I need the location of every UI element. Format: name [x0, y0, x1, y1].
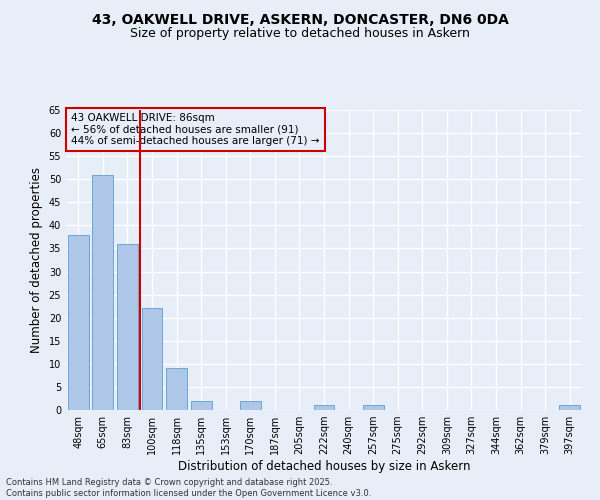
Bar — [166, 368, 187, 410]
Bar — [142, 308, 163, 410]
Bar — [92, 174, 113, 410]
Bar — [117, 244, 138, 410]
Y-axis label: Number of detached properties: Number of detached properties — [30, 167, 43, 353]
Text: Contains HM Land Registry data © Crown copyright and database right 2025.
Contai: Contains HM Land Registry data © Crown c… — [6, 478, 371, 498]
Bar — [362, 406, 383, 410]
Bar — [68, 234, 89, 410]
Text: 43 OAKWELL DRIVE: 86sqm
← 56% of detached houses are smaller (91)
44% of semi-de: 43 OAKWELL DRIVE: 86sqm ← 56% of detache… — [71, 113, 320, 146]
Bar — [559, 406, 580, 410]
Text: 43, OAKWELL DRIVE, ASKERN, DONCASTER, DN6 0DA: 43, OAKWELL DRIVE, ASKERN, DONCASTER, DN… — [92, 12, 508, 26]
Text: Size of property relative to detached houses in Askern: Size of property relative to detached ho… — [130, 28, 470, 40]
Bar — [314, 406, 334, 410]
X-axis label: Distribution of detached houses by size in Askern: Distribution of detached houses by size … — [178, 460, 470, 473]
Bar — [240, 401, 261, 410]
Bar — [191, 401, 212, 410]
